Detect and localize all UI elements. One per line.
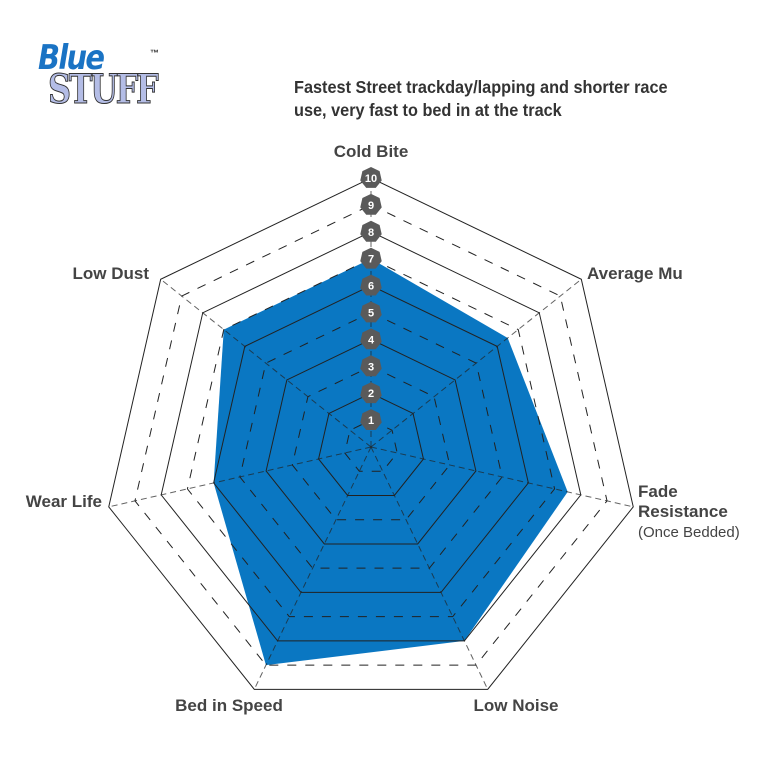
tick-label: 8 [368, 227, 374, 239]
grid-ring-10 [108, 177, 634, 690]
axis-label-bed-in-speed: Bed in Speed [175, 696, 283, 715]
grid-ring-8 [160, 231, 582, 642]
axis-spoke [160, 278, 372, 448]
grid-ring-9 [134, 204, 608, 666]
tick-badge [360, 193, 382, 215]
axis-spoke [253, 446, 372, 690]
axis-label-low-dust: Low Dust [73, 264, 150, 283]
logo-text-stuff: STUFF [48, 66, 159, 114]
chart-title: Fastest Street trackday/lapping and shor… [294, 77, 668, 120]
tick-badge [360, 167, 382, 188]
axis-sublabel: (Once Bedded) [638, 524, 740, 541]
tick-badge [360, 328, 382, 350]
tick-badge [360, 247, 382, 269]
tick-badge [360, 301, 382, 323]
axis-spoke [370, 278, 582, 448]
tick-badge [360, 382, 382, 404]
axis-spoke [370, 446, 634, 508]
tick-label: 1 [368, 415, 374, 427]
grid-ring-4 [265, 338, 477, 545]
grid-ring-6 [213, 285, 529, 593]
grid-ring-2 [318, 392, 424, 496]
axis-spoke [370, 446, 489, 690]
tick-label: 2 [368, 388, 374, 400]
bluestuff-logo: Blue STUFF ™ [38, 38, 168, 118]
logo-text-blue: Blue [38, 38, 105, 78]
tick-label: 5 [368, 308, 374, 320]
tick-badge [360, 355, 382, 377]
tick-label: 3 [368, 361, 374, 373]
axis-label-fade-resistance: Fade [638, 482, 678, 501]
tick-label: 7 [368, 254, 374, 266]
tick-label: 9 [368, 200, 374, 212]
axis-label-cold-bite: Cold Bite [334, 142, 409, 161]
tick-badge [360, 220, 382, 242]
axis-label-fade-resistance-line2: Resistance [638, 502, 728, 521]
logo-trademark: ™ [150, 48, 159, 58]
tick-badge [360, 409, 382, 431]
tick-badge [360, 274, 382, 296]
axis-spoke [108, 446, 372, 508]
axis-label-low-noise: Low Noise [473, 696, 558, 715]
tick-label: 6 [368, 281, 374, 293]
axis-label-average-mu: Average Mu [587, 264, 683, 283]
axis-label-wear-life: Wear Life [26, 492, 102, 511]
tick-label: 4 [368, 334, 375, 346]
tick-label: 10 [365, 173, 377, 185]
